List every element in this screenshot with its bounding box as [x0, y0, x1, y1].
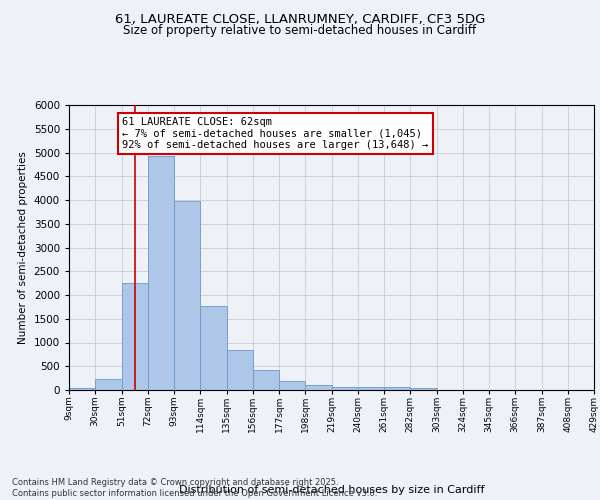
Bar [253, 370, 279, 390]
Bar [279, 381, 305, 390]
Bar [410, 388, 437, 390]
Text: 61 LAUREATE CLOSE: 62sqm
← 7% of semi-detached houses are smaller (1,045)
92% of: 61 LAUREATE CLOSE: 62sqm ← 7% of semi-de… [122, 117, 428, 150]
Bar [122, 283, 148, 390]
Bar [69, 388, 95, 390]
Text: Contains HM Land Registry data © Crown copyright and database right 2025.
Contai: Contains HM Land Registry data © Crown c… [12, 478, 377, 498]
Bar [148, 156, 174, 390]
Bar [332, 386, 358, 390]
Text: 61, LAUREATE CLOSE, LLANRUMNEY, CARDIFF, CF3 5DG: 61, LAUREATE CLOSE, LLANRUMNEY, CARDIFF,… [115, 12, 485, 26]
Text: Size of property relative to semi-detached houses in Cardiff: Size of property relative to semi-detach… [124, 24, 476, 37]
X-axis label: Distribution of semi-detached houses by size in Cardiff: Distribution of semi-detached houses by … [179, 484, 484, 494]
Bar [384, 388, 410, 390]
Bar [305, 385, 332, 390]
Bar [358, 387, 384, 390]
Y-axis label: Number of semi-detached properties: Number of semi-detached properties [18, 151, 28, 344]
Bar [95, 379, 121, 390]
Bar [227, 350, 253, 390]
Bar [200, 306, 227, 390]
Bar [174, 202, 200, 390]
